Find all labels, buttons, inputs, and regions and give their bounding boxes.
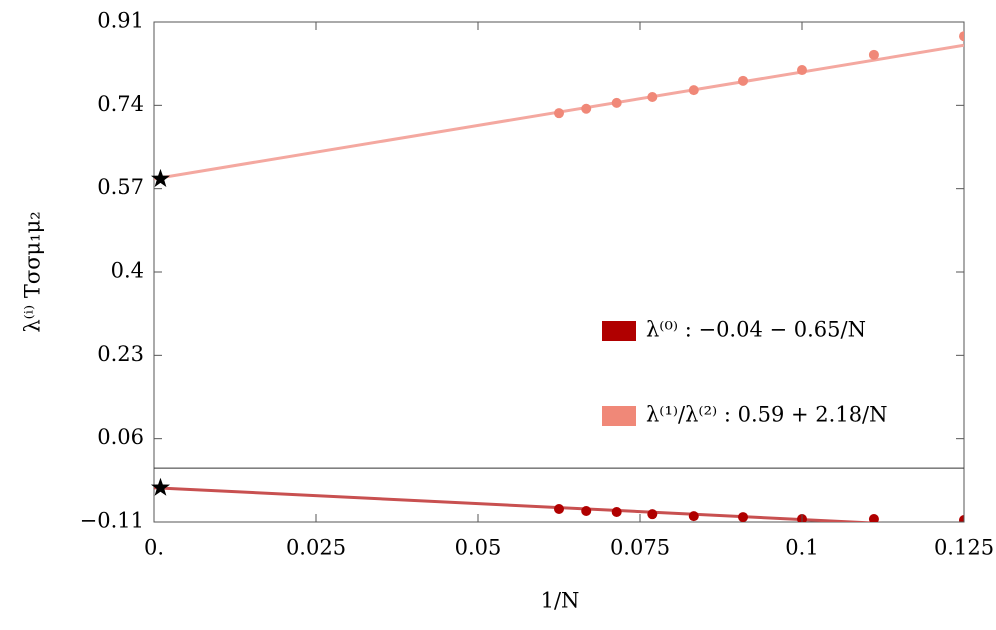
- legend-swatch: [602, 321, 636, 341]
- x-tick-label: 0.125: [934, 536, 994, 560]
- point: [797, 65, 807, 76]
- legend-label: λ⁽¹⁾/λ⁽²⁾ : 0.59 + 2.18/N: [646, 403, 888, 427]
- point: [738, 512, 749, 522]
- plot-area: [154, 31, 964, 522]
- point: [868, 49, 879, 60]
- x-axis-label: 1/N: [541, 589, 580, 613]
- x-tick-label: 0.075: [610, 536, 670, 560]
- y-tick-label: 0.4: [111, 259, 144, 283]
- x-tick-label: 0.025: [286, 536, 346, 560]
- point: [959, 31, 964, 42]
- y-tick-label: 0.91: [97, 9, 144, 33]
- legend-label: λ⁽⁰⁾ : −0.04 − 0.65/N: [646, 318, 866, 342]
- point: [581, 506, 592, 517]
- extrapolation-star: [150, 477, 170, 496]
- point: [554, 108, 564, 119]
- point: [647, 509, 658, 520]
- y-tick-label: 0.23: [97, 342, 144, 366]
- legend-swatch: [602, 406, 636, 426]
- point: [554, 504, 564, 515]
- point: [738, 75, 749, 86]
- y-tick-label: 0.57: [97, 175, 144, 199]
- y-tick-label: 0.74: [97, 92, 144, 116]
- plot-frame: [153, 21, 965, 523]
- point: [688, 511, 699, 522]
- x-tick-label: 0.: [144, 536, 164, 560]
- point: [959, 515, 964, 522]
- x-tick-label: 0.05: [455, 536, 502, 560]
- point: [868, 514, 879, 522]
- y-tick-label: 0.06: [97, 425, 144, 449]
- y-axis-label: λ⁽ⁱ⁾ Tσσμ₁μ₂: [21, 211, 45, 332]
- point: [611, 507, 622, 517]
- point: [581, 103, 592, 114]
- point: [647, 92, 658, 102]
- point: [688, 85, 699, 96]
- extrapolation-star: [150, 168, 170, 187]
- y-tick-label: −0.11: [80, 509, 144, 533]
- x-tick-label: 0.1: [785, 536, 818, 560]
- point: [611, 97, 622, 108]
